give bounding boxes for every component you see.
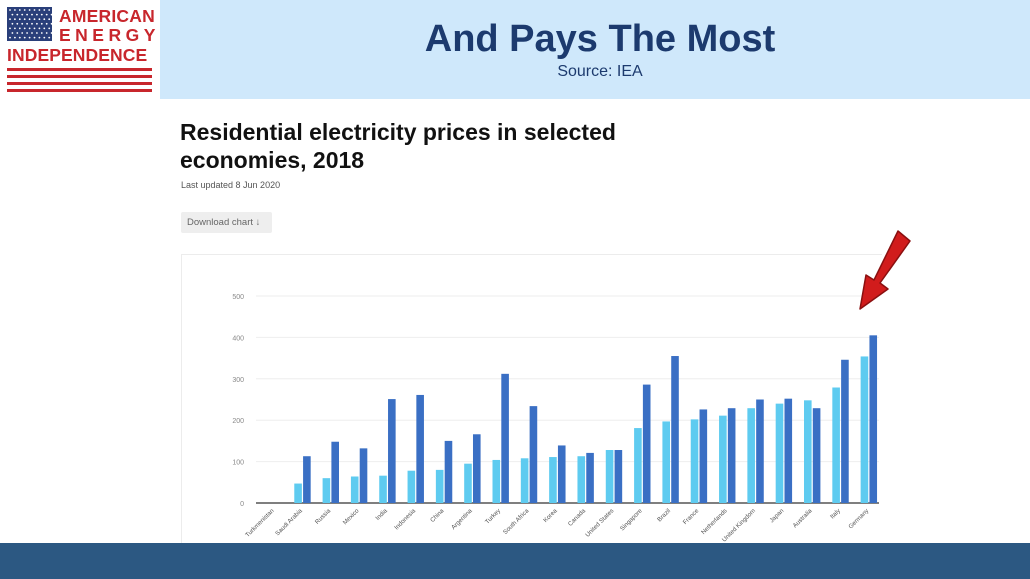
slide-title: And Pays The Most xyxy=(424,18,776,60)
x-tick-label: Brazil xyxy=(656,507,672,523)
bar[interactable] xyxy=(416,394,424,503)
y-tick-label: 100 xyxy=(232,460,244,467)
x-tick-label: Argentina xyxy=(450,507,474,531)
bar[interactable] xyxy=(492,459,501,503)
x-tick-label: India xyxy=(374,507,389,522)
logo-line-energy: ENERGY xyxy=(59,25,160,45)
bar[interactable] xyxy=(350,476,359,503)
y-tick-label: 500 xyxy=(232,294,244,301)
x-tick-label: China xyxy=(429,507,446,524)
bar[interactable] xyxy=(747,408,755,503)
bar[interactable] xyxy=(756,399,764,504)
y-tick-label: 300 xyxy=(232,377,244,384)
x-tick-label: United States xyxy=(584,507,615,538)
bar[interactable] xyxy=(841,359,849,503)
x-tick-label: Russia xyxy=(314,507,333,526)
bar[interactable] xyxy=(472,434,481,503)
x-tick-label: France xyxy=(682,507,701,526)
bar[interactable] xyxy=(435,469,444,503)
bar[interactable] xyxy=(322,478,331,503)
logo: AMERICAN ENERGY INDEPENDENCE xyxy=(0,0,160,99)
bar[interactable] xyxy=(520,458,529,503)
x-tick-label: Japan xyxy=(768,507,785,524)
bar[interactable] xyxy=(549,457,557,503)
bar[interactable] xyxy=(860,356,869,503)
bar[interactable] xyxy=(444,440,453,503)
download-chart-button[interactable]: Download chart ↓ xyxy=(181,212,272,233)
bar[interactable] xyxy=(671,356,679,503)
y-tick-label: 400 xyxy=(232,335,244,342)
bar[interactable] xyxy=(804,400,812,503)
bar[interactable] xyxy=(379,475,387,503)
bar[interactable] xyxy=(577,456,586,503)
bar[interactable] xyxy=(388,399,396,503)
bar[interactable] xyxy=(869,335,878,503)
x-tick-label: Canada xyxy=(567,507,588,528)
bar[interactable] xyxy=(699,409,708,503)
header-band xyxy=(160,0,1030,99)
bar[interactable] xyxy=(407,470,416,503)
bar[interactable] xyxy=(464,463,472,503)
bar[interactable] xyxy=(359,448,368,503)
bar[interactable] xyxy=(294,483,302,503)
x-tick-label: Singapore xyxy=(619,507,644,532)
last-updated-text: Last updated 8 Jun 2020 xyxy=(181,180,281,190)
footer-band xyxy=(0,543,1030,579)
bar[interactable] xyxy=(662,421,671,503)
bar[interactable] xyxy=(614,450,623,503)
bar[interactable] xyxy=(586,452,594,503)
x-tick-label: Korea xyxy=(542,507,559,524)
bar[interactable] xyxy=(529,406,538,503)
bar[interactable] xyxy=(832,387,840,503)
bar[interactable] xyxy=(727,408,736,503)
x-tick-label: Netherlands xyxy=(700,507,729,536)
x-tick-label: South Africa xyxy=(502,507,531,536)
slide-source: Source: IEA xyxy=(557,63,643,80)
bar[interactable] xyxy=(557,445,566,503)
x-tick-label: Italy xyxy=(829,507,843,521)
bar[interactable] xyxy=(775,403,784,503)
x-tick-label: Australia xyxy=(792,507,814,529)
x-tick-label: Germany xyxy=(847,507,871,531)
x-tick-label: Indonesia xyxy=(393,507,417,531)
bar[interactable] xyxy=(634,428,642,503)
bar[interactable] xyxy=(642,384,651,503)
bar[interactable] xyxy=(331,441,339,503)
x-tick-label: Turkey xyxy=(484,507,503,526)
bar[interactable] xyxy=(784,398,793,503)
chart-title: Residential electricity prices in select… xyxy=(180,119,616,173)
bar[interactable] xyxy=(690,419,699,503)
y-tick-label: 0 xyxy=(240,501,244,508)
bar[interactable] xyxy=(719,415,727,503)
logo-stripes xyxy=(7,68,152,92)
x-tick-label: Turkmenistan xyxy=(244,507,276,539)
bar[interactable] xyxy=(812,408,821,503)
bar[interactable] xyxy=(303,456,311,503)
logo-line-american: AMERICAN xyxy=(59,6,155,26)
chart-container: 0 100 200 300 400 500 Turkmenistan Saudi Arabia… xyxy=(181,254,882,545)
red-arrow-icon xyxy=(859,230,911,310)
bar[interactable] xyxy=(605,450,614,503)
bar[interactable] xyxy=(501,373,509,503)
x-tick-label: Mexico xyxy=(342,507,361,526)
logo-line-independence: INDEPENDENCE xyxy=(7,45,148,65)
us-flag-icon xyxy=(7,7,52,41)
y-tick-label: 200 xyxy=(232,418,244,425)
x-tick-label: Saudi Arabia xyxy=(274,507,304,537)
